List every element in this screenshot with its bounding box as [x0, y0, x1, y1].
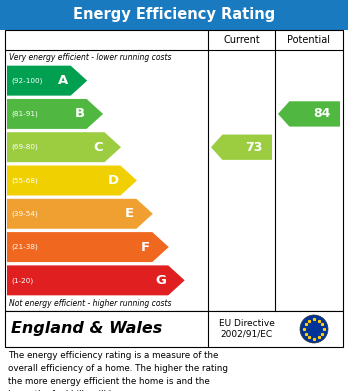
Circle shape: [300, 315, 328, 343]
Text: 84: 84: [313, 108, 330, 120]
Text: the more energy efficient the home is and the: the more energy efficient the home is an…: [8, 377, 210, 386]
Text: Very energy efficient - lower running costs: Very energy efficient - lower running co…: [9, 52, 172, 61]
Polygon shape: [211, 135, 272, 160]
Text: A: A: [58, 74, 69, 87]
Text: (1-20): (1-20): [11, 277, 33, 283]
Polygon shape: [7, 165, 137, 196]
Text: overall efficiency of a home. The higher the rating: overall efficiency of a home. The higher…: [8, 364, 228, 373]
Polygon shape: [7, 66, 87, 96]
Text: B: B: [74, 108, 85, 120]
Text: Potential: Potential: [287, 35, 331, 45]
Polygon shape: [7, 99, 103, 129]
Text: 73: 73: [245, 141, 263, 154]
Text: Energy Efficiency Rating: Energy Efficiency Rating: [73, 7, 275, 23]
Text: Not energy efficient - higher running costs: Not energy efficient - higher running co…: [9, 300, 172, 308]
Polygon shape: [7, 265, 185, 295]
Text: (69-80): (69-80): [11, 144, 38, 151]
Text: C: C: [93, 141, 103, 154]
Text: Current: Current: [223, 35, 260, 45]
Polygon shape: [7, 232, 169, 262]
Text: England & Wales: England & Wales: [11, 321, 162, 337]
Text: (39-54): (39-54): [11, 210, 38, 217]
Text: G: G: [155, 274, 166, 287]
Text: (55-68): (55-68): [11, 177, 38, 184]
Text: (92-100): (92-100): [11, 77, 42, 84]
Bar: [5, 311, 343, 347]
Text: lower the fuel bills will be.: lower the fuel bills will be.: [8, 390, 122, 391]
Text: (81-91): (81-91): [11, 111, 38, 117]
Bar: [5, 30, 343, 311]
Polygon shape: [7, 132, 121, 162]
Text: E: E: [125, 207, 134, 220]
Bar: [0, 0, 348, 30]
Polygon shape: [278, 101, 340, 127]
Polygon shape: [7, 199, 153, 229]
Text: EU Directive
2002/91/EC: EU Directive 2002/91/EC: [219, 319, 275, 339]
Text: The energy efficiency rating is a measure of the: The energy efficiency rating is a measur…: [8, 351, 219, 360]
Text: F: F: [141, 240, 150, 254]
Text: D: D: [107, 174, 118, 187]
Text: (21-38): (21-38): [11, 244, 38, 250]
